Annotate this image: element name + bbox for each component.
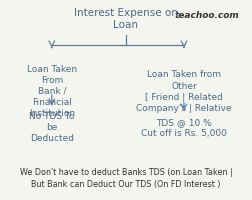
Text: Interest Expense on
Loan: Interest Expense on Loan <box>74 8 178 30</box>
Text: TDS @ 10 %
Cut off is Rs. 5,000: TDS @ 10 % Cut off is Rs. 5,000 <box>141 118 227 138</box>
Text: We Don't have to deduct Banks TDS (on Loan Taken |
But Bank can Deduct Our TDS (: We Don't have to deduct Banks TDS (on Lo… <box>20 168 232 189</box>
Text: teachoo.com: teachoo.com <box>175 11 240 20</box>
Text: No TDS To
be
Deducted: No TDS To be Deducted <box>29 112 75 143</box>
Text: Loan Taken
From
Bank /
Financial
Institution: Loan Taken From Bank / Financial Institu… <box>27 64 77 118</box>
Text: Loan Taken from
Other
[ Friend | Related
Company's | Relative: Loan Taken from Other [ Friend | Related… <box>136 70 232 113</box>
